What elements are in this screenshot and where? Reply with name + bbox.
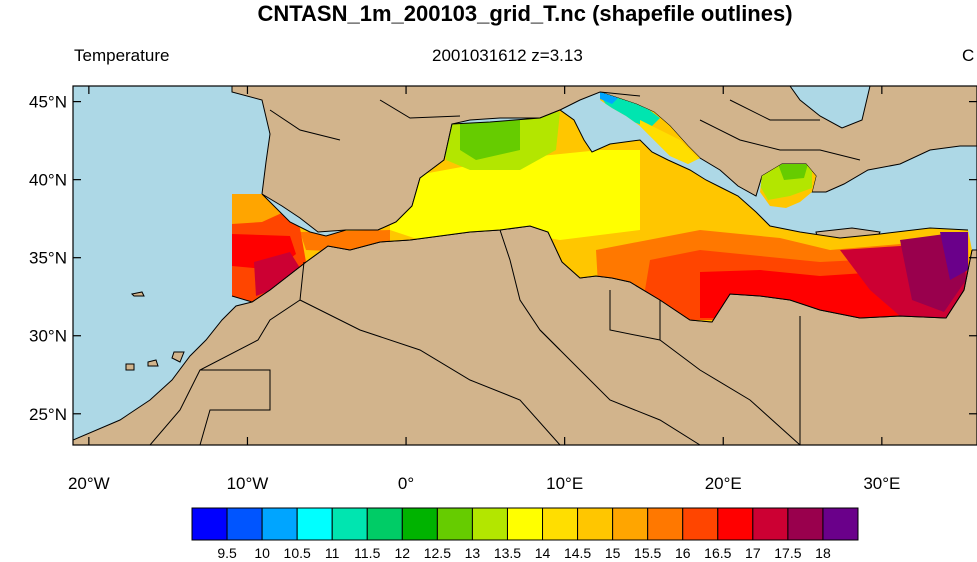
- colorbar-swatch: [506, 507, 544, 541]
- colorbar-swatch: [331, 507, 368, 541]
- lat-tick-label: 25°N: [29, 405, 67, 424]
- colorbar-swatch: [542, 507, 579, 541]
- right-string: C: [962, 46, 975, 65]
- colorbar-swatch: [787, 507, 824, 541]
- lat-tick-label: 45°N: [29, 93, 67, 112]
- colorbar-label: 11: [325, 545, 340, 561]
- lat-tick-label: 35°N: [29, 249, 67, 268]
- lon-tick-label: 0°: [398, 474, 414, 493]
- colorbar-swatch: [682, 507, 719, 541]
- colorbar-swatch: [296, 507, 333, 541]
- colorbar-swatch: [752, 507, 789, 541]
- colorbar-label: 10: [254, 545, 270, 561]
- colorbar-label: 10.5: [284, 545, 311, 561]
- lon-tick-label: 20°E: [705, 474, 742, 493]
- lon-tick-label: 20°W: [68, 474, 110, 493]
- colorbar-label: 14: [535, 545, 551, 561]
- colorbar-label: 16.5: [704, 545, 731, 561]
- colorbar-label: 11.5: [354, 545, 380, 561]
- colorbar-swatch: [577, 507, 614, 541]
- colorbar-label: 15.5: [634, 545, 661, 561]
- colorbar-swatch: [366, 507, 403, 541]
- colorbar-label: 9.5: [217, 545, 237, 561]
- coastlines: [231, 109, 973, 323]
- lon-tick-label: 10°E: [546, 474, 583, 493]
- colorbar-label: 13.5: [494, 545, 521, 561]
- colorbar-swatch: [226, 507, 263, 541]
- colorbar-label: 17: [745, 545, 761, 561]
- left-string: Temperature: [74, 46, 170, 65]
- lat-tick-label: 40°N: [29, 171, 67, 190]
- colorbar-swatch: [401, 507, 438, 541]
- center-string: 2001031612 z=3.13: [432, 46, 583, 65]
- country-borders: [149, 91, 861, 445]
- colorbar-swatch: [822, 507, 859, 541]
- colorbar-label: 16: [675, 545, 691, 561]
- plot-title: CNTASN_1m_200103_grid_T.nc (shapefile ou…: [257, 1, 793, 26]
- colorbar-label: 18: [815, 545, 831, 561]
- colorbar-swatch: [612, 507, 649, 541]
- colorbar-label: 12: [395, 545, 411, 561]
- colorbar-label: 17.5: [774, 545, 801, 561]
- colorbar-label: 13: [465, 545, 481, 561]
- colorbar-swatch: [436, 507, 473, 541]
- colorbar-swatch: [647, 507, 684, 541]
- lat-tick-label: 30°N: [29, 327, 67, 346]
- colorbar-label: 12.5: [424, 545, 451, 561]
- axis-ticks: 45°N 40°N 35°N 30°N 25°N 20°W 10°W 0° 10°E 20°E 30…: [29, 86, 977, 493]
- colorbar-swatch: [471, 507, 508, 541]
- colorbar-swatch: [191, 507, 228, 541]
- colorbar-label: 14.5: [564, 545, 591, 561]
- lon-tick-label: 10°W: [227, 474, 269, 493]
- colorbar-label: 15: [605, 545, 621, 561]
- colorbar-swatch: [717, 507, 754, 541]
- lon-tick-label: 30°E: [863, 474, 900, 493]
- colorbar-swatch: [261, 507, 298, 541]
- colorbar: 9.5 10 10.5 11 11.5 12 12.5 13 13.5 14 14.5 15 15.5 1…: [191, 507, 859, 561]
